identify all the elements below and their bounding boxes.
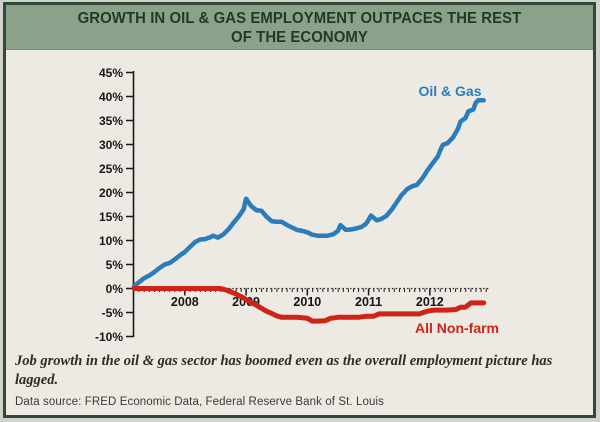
oil-gas-label: Oil & Gas	[418, 83, 481, 99]
x-tick-label: 2011	[355, 295, 382, 309]
y-tick-label: 30%	[99, 138, 123, 152]
y-tick-label: 35%	[99, 114, 123, 128]
all-nonfarm-label: All Non-farm	[415, 320, 499, 336]
x-tick-label: 2010	[293, 295, 321, 309]
title-bar: GROWTH IN OIL & GAS EMPLOYMENT OUTPACES …	[6, 5, 593, 50]
chart-title-line-2: OF THE ECONOMY	[231, 28, 368, 46]
chart-caption: Job growth in the oil & gas sector has b…	[15, 352, 590, 389]
y-tick-label: 45%	[99, 66, 123, 80]
panel-frame	[3, 2, 596, 418]
y-tick-label: 15%	[99, 210, 123, 224]
data-source: Data source: FRED Economic Data, Federal…	[15, 396, 385, 408]
y-tick-label: 10%	[99, 234, 123, 248]
y-tick-label: -10%	[95, 330, 123, 344]
caption-line-1: Job growth in the oil & gas sector has b…	[15, 353, 553, 369]
y-tick-label: 0%	[106, 282, 124, 296]
y-tick-label: -5%	[102, 306, 124, 320]
chart-title-line-1: GROWTH IN OIL & GAS EMPLOYMENT OUTPACES …	[77, 9, 522, 27]
caption-line-2: lagged.	[15, 371, 59, 388]
x-tick-label: 2012	[416, 295, 444, 309]
y-tick-label: 25%	[99, 162, 123, 176]
oil-gas-line	[131, 98, 486, 289]
y-tick-label: 40%	[99, 90, 123, 104]
y-tick-label: 20%	[99, 186, 123, 200]
all-nonfarm-line	[131, 286, 487, 324]
x-tick-label: 2008	[171, 295, 199, 309]
y-tick-label: 5%	[106, 258, 124, 272]
